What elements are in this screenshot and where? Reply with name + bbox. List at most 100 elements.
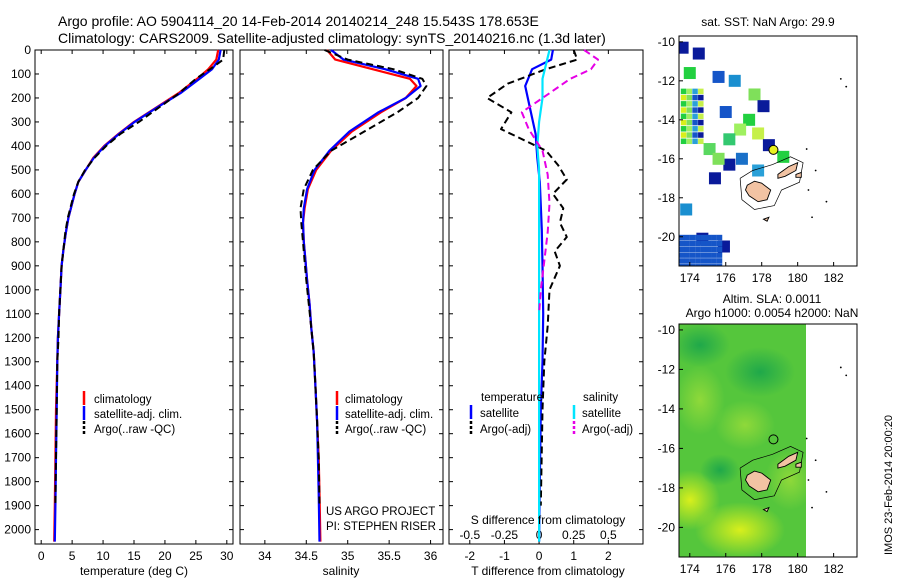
t-difference-xlabel: T difference from climatology <box>471 564 625 578</box>
island <box>795 461 802 468</box>
legend-t-argo: Argo(-adj) <box>480 424 531 436</box>
sst-mosaic-cell <box>686 138 693 145</box>
islet <box>811 216 813 219</box>
sst-lat-tick-labels: -10 -12 -14 -16 -18 -20 <box>658 35 683 244</box>
sst-mosaic-cell <box>686 107 693 113</box>
sst-cell <box>757 100 770 113</box>
sst-mosaic-cell <box>680 94 687 101</box>
sst-mosaic-cell <box>684 264 690 266</box>
sst-mosaic-cell <box>695 264 701 266</box>
sst-mosaic-cell <box>680 107 687 113</box>
legend-climatology: climatology <box>345 394 403 406</box>
sst-mosaic-cell <box>698 107 704 113</box>
sst-cells <box>679 41 790 266</box>
sla-field-blob <box>725 347 795 397</box>
sst-mosaic-cell <box>705 246 712 253</box>
sst-mosaic-cell <box>686 119 693 126</box>
header-line-2: Climatology: CARS2009. Satellite-adjuste… <box>58 30 606 46</box>
depth-tick-label: 600 <box>11 187 31 201</box>
island <box>777 451 799 469</box>
sst-mosaic-cell <box>692 88 698 95</box>
depth-tick-label: 2000 <box>4 523 31 537</box>
sst-mosaic-cell <box>684 234 690 241</box>
s-tick-label: -0.25 <box>491 528 519 542</box>
sst-mosaic-cell <box>700 252 707 258</box>
sst-mosaic-cell <box>680 88 687 95</box>
argo-position-marker <box>768 144 779 155</box>
lon-tick-label: 182 <box>824 562 844 576</box>
sla-map-title-1: Altim. SLA: 0.0011 <box>723 292 822 306</box>
sst-mosaic-cell <box>692 132 698 138</box>
islet <box>825 490 828 493</box>
lon-tick-label: 176 <box>716 271 736 285</box>
sst-mosaic-cell <box>679 234 685 241</box>
lat-tick-label: -14 <box>658 113 676 127</box>
legend-argo: Argo(..raw -QC) <box>94 424 175 436</box>
s-difference-tick-labels: -0.5 -0.25 0 0.25 0.5 <box>459 528 617 542</box>
sla-field-blob <box>679 365 725 435</box>
sst-cell <box>719 106 732 119</box>
sla-field-blob <box>695 502 785 557</box>
depth-tick-label: 1200 <box>4 331 31 345</box>
sst-mosaic-cell <box>680 138 687 145</box>
legend-title-temperature: temperature <box>481 392 543 404</box>
sst-mosaic-cell <box>679 264 685 266</box>
s-tick-label: 0.5 <box>600 528 617 542</box>
sst-mosaic-cell <box>695 240 701 247</box>
temperature-axes <box>34 49 234 545</box>
sst-mosaic-cell <box>692 126 698 132</box>
sst-cell <box>728 74 741 87</box>
legend-s-argo: Argo(-adj) <box>582 424 633 436</box>
sst-mosaic-cell <box>695 246 701 253</box>
sst-cell <box>748 88 761 101</box>
lat-tick-label: -10 <box>658 35 676 49</box>
sst-mosaic-cell <box>698 138 704 145</box>
sst-mosaic-cell <box>700 240 707 247</box>
sst-mosaic-cell <box>689 252 696 258</box>
sst-lon-tick-labels: 174 176 178 180 182 <box>680 262 844 285</box>
sst-mosaic-cell <box>689 240 696 247</box>
sst-mosaic-cell <box>700 258 707 264</box>
sst-mosaic-cell <box>680 101 687 107</box>
sst-mosaic-cell <box>680 132 687 138</box>
sst-mosaic-cell <box>680 126 687 132</box>
depth-tick-label: 300 <box>11 115 31 129</box>
sla-no-data <box>806 324 857 557</box>
sst-mosaic-cell <box>680 113 687 120</box>
sst-cell <box>743 113 756 126</box>
lat-tick-label: -20 <box>658 520 676 534</box>
sst-mosaic-cell <box>684 258 690 264</box>
sst-mosaic-cell <box>686 94 693 101</box>
sst-mosaic-cell <box>705 258 712 264</box>
sst-mosaic-cell <box>716 246 723 253</box>
sla-map-border <box>678 323 858 558</box>
sst-mosaic-cell <box>698 126 704 132</box>
sst-mosaic-cell <box>684 252 690 258</box>
series-s-satellite <box>536 49 551 542</box>
sla-field <box>679 324 857 557</box>
series-argo <box>54 49 226 506</box>
x-tick-label: -2 <box>464 549 475 563</box>
lat-tick-label: -20 <box>658 230 676 244</box>
sst-coastline <box>739 77 848 222</box>
sst-mosaic-cell <box>684 246 690 253</box>
sst-cell <box>777 150 790 163</box>
temperature-legend: climatology satellite-adj. clim. Argo(..… <box>82 391 182 436</box>
sla-field-blob <box>700 454 740 486</box>
x-tick-label: 5 <box>69 549 76 563</box>
depth-tick-label: 900 <box>11 259 31 273</box>
sst-map-panel: sat. SST: NaN Argo: 29.9 -10 -12 -14 -16 -18… <box>658 15 858 285</box>
lon-tick-label: 174 <box>680 271 700 285</box>
sst-mosaic-cell <box>689 246 696 253</box>
sst-cell <box>752 164 765 177</box>
sst-mosaic-cell <box>689 264 696 266</box>
sst-cell <box>712 152 725 165</box>
difference-axes <box>448 49 644 545</box>
depth-tick-label: 0 <box>24 43 31 57</box>
depth-tick-label: 1800 <box>4 475 31 489</box>
sst-mosaic-cell <box>679 258 685 264</box>
islet <box>814 459 817 462</box>
x-tick-label: 34.5 <box>295 549 319 563</box>
sst-mosaic-cell <box>692 119 698 126</box>
sst-mosaic-cell <box>698 119 704 126</box>
